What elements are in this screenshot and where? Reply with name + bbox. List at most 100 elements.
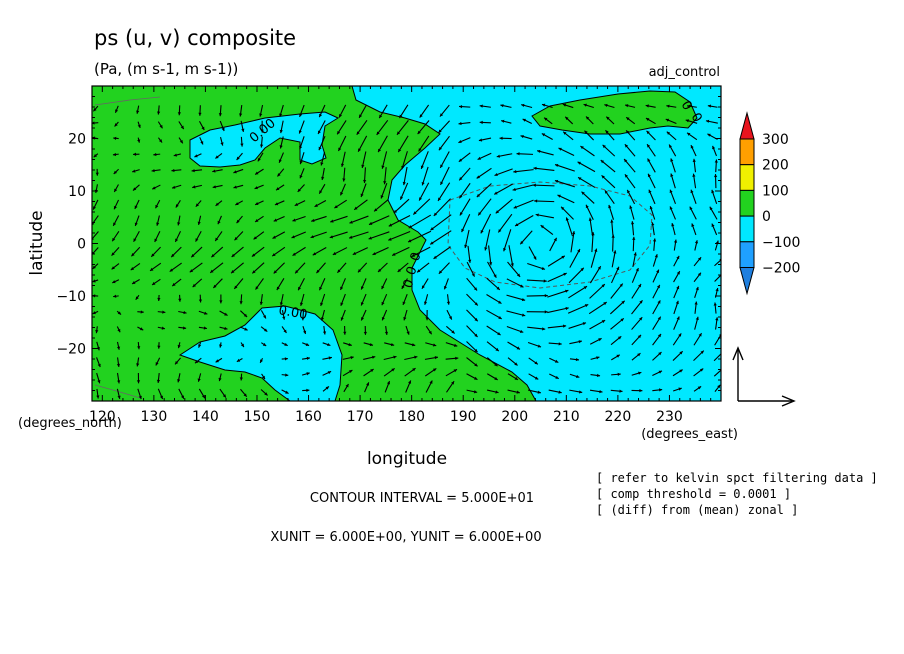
- wind-vector: [96, 357, 101, 368]
- wind-vector: [412, 198, 431, 215]
- wind-vector: [528, 373, 539, 380]
- wind-vector: [279, 104, 284, 117]
- wind-vector: [153, 152, 161, 157]
- wind-vector: [425, 380, 433, 393]
- wind-vector: [401, 151, 408, 170]
- wind-vector: [338, 104, 347, 118]
- run-label: adj_control: [649, 65, 720, 80]
- x-tick-label: 120: [89, 409, 116, 425]
- wind-vector: [173, 153, 181, 157]
- wind-vector: [486, 325, 501, 336]
- wind-vector: [610, 389, 623, 393]
- wind-vector: [541, 103, 553, 109]
- wind-vector: [116, 341, 121, 350]
- wind-vector: [554, 163, 575, 172]
- colorbar-segment: [739, 215, 755, 243]
- wind-vector: [513, 199, 534, 209]
- wind-vector: [271, 246, 286, 257]
- wind-vector: [281, 326, 287, 334]
- x-tick-label: 190: [450, 409, 477, 425]
- wind-vector: [116, 357, 121, 368]
- wind-vector: [372, 247, 389, 256]
- wind-vector: [569, 373, 580, 378]
- wind-vector: [506, 294, 526, 302]
- wind-vector: [652, 254, 658, 267]
- wind-vector: [429, 230, 452, 245]
- wind-vector: [393, 198, 410, 214]
- wind-vector: [175, 199, 181, 208]
- wind-vector: [589, 265, 602, 284]
- wind-vector: [131, 246, 141, 257]
- wind-vector: [133, 230, 140, 243]
- x-tick-label: 150: [244, 409, 271, 425]
- wind-vector: [466, 309, 479, 322]
- wind-vector: [438, 262, 450, 275]
- wind-vector: [113, 136, 119, 140]
- wind-vector: [458, 137, 471, 144]
- wind-vector: [548, 389, 562, 394]
- wind-vector: [693, 272, 702, 283]
- wind-vector: [500, 119, 512, 124]
- wind-vector: [425, 310, 429, 321]
- wind-vector: [199, 137, 204, 145]
- wind-vector: [96, 372, 101, 384]
- wind-vector: [570, 230, 576, 253]
- wind-vector: [318, 278, 326, 291]
- wind-vector: [151, 278, 161, 286]
- wind-vector: [136, 373, 141, 384]
- wind-vector: [318, 104, 326, 118]
- wind-vector: [713, 302, 717, 314]
- wind-vector: [549, 237, 558, 252]
- negative-blob-sw: [178, 305, 343, 401]
- wind-vector: [219, 326, 228, 330]
- wind-vector: [567, 303, 589, 314]
- wind-vector: [602, 144, 616, 157]
- wind-vector: [363, 355, 376, 361]
- wind-vector: [499, 136, 512, 140]
- wind-vector: [466, 357, 478, 367]
- wind-vector: [233, 184, 244, 189]
- wind-vector: [625, 129, 636, 141]
- wind-vector: [157, 342, 161, 349]
- wind-vector: [714, 159, 718, 173]
- wind-vector: [299, 136, 305, 150]
- colorbar-label: −200: [762, 261, 800, 277]
- chart-subtitle: (Pa, (m s-1, m s-1)): [94, 60, 238, 78]
- wind-vector: [356, 120, 368, 136]
- wind-vector: [197, 215, 202, 226]
- wind-vector: [691, 223, 697, 236]
- wind-vector: [96, 341, 100, 351]
- wind-vector: [590, 373, 601, 378]
- wind-vector: [416, 262, 430, 273]
- wind-vector: [564, 116, 574, 125]
- wind-vector: [133, 152, 140, 156]
- wind-vector: [486, 309, 502, 320]
- wind-vector: [477, 198, 492, 216]
- wind-vector: [692, 158, 697, 173]
- wind-vector: [631, 371, 642, 376]
- wind-vector: [209, 262, 224, 274]
- wind-vector: [178, 294, 182, 302]
- wind-vector: [694, 316, 699, 330]
- wind-vector: [281, 310, 286, 320]
- wind-vector: [652, 238, 657, 251]
- wind-vector: [92, 279, 99, 283]
- wind-vector: [581, 191, 595, 204]
- x-tick-label: 210: [553, 409, 580, 425]
- wind-vector: [588, 301, 608, 315]
- wind-vector: [137, 310, 144, 314]
- wind-vector: [629, 205, 635, 220]
- wind-vector: [632, 252, 637, 268]
- wind-vector: [673, 239, 678, 251]
- wind-vector: [360, 183, 367, 198]
- wind-vector: [486, 277, 501, 291]
- colorbar-segment: [739, 138, 755, 166]
- wind-vector: [527, 389, 541, 394]
- x-tick-label: 160: [295, 409, 322, 425]
- wind-vector: [631, 299, 643, 315]
- x-tick-label: 140: [192, 409, 219, 425]
- wind-vector: [381, 309, 388, 321]
- wind-vector: [273, 262, 285, 274]
- wind-vector: [177, 105, 182, 116]
- wind-vector: [604, 190, 615, 205]
